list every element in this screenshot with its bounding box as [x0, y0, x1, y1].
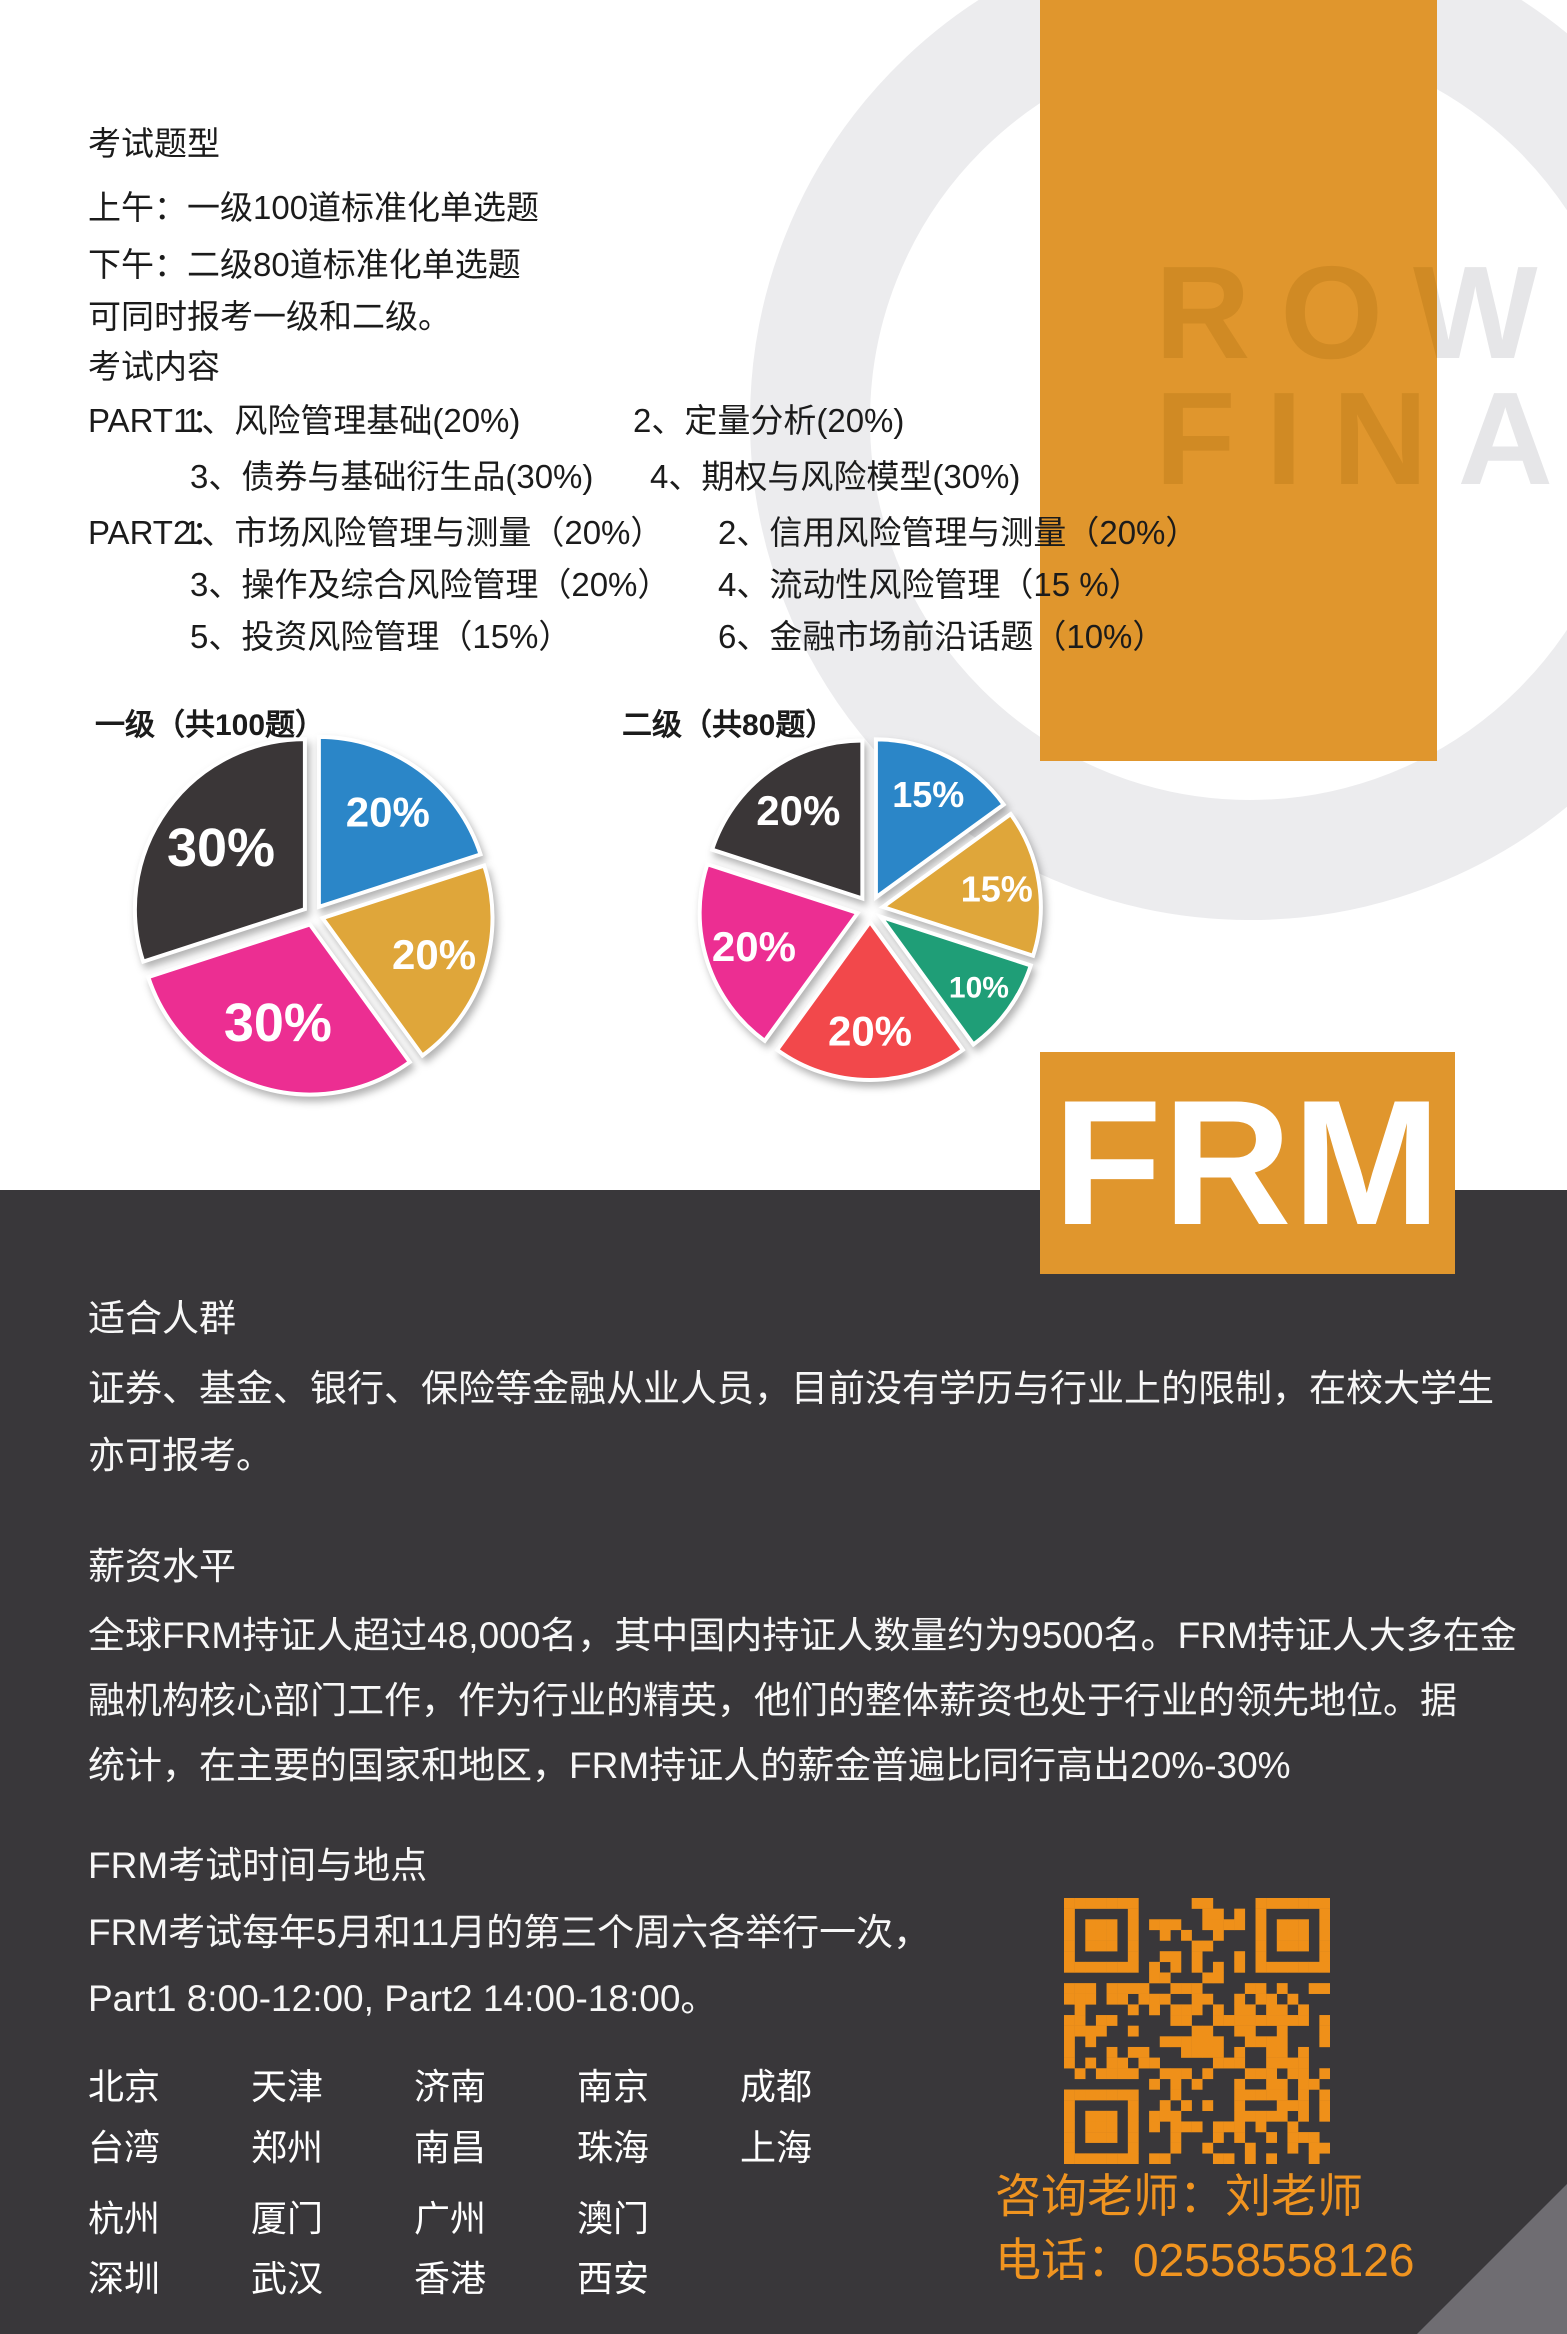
- city: 济南: [414, 2066, 487, 2107]
- syllabus-heading: 考试内容: [88, 348, 220, 385]
- watermark-line2: FINA: [1155, 365, 1437, 512]
- audience-line: 亦可报考。: [88, 1435, 273, 1476]
- syllabus-topic: 3、债券与基础衍生品(30%): [190, 458, 594, 495]
- syllabus-part1-label: PART1：: [88, 402, 225, 439]
- syllabus-topic: 5、投资风险管理（15%）: [190, 618, 572, 655]
- watermark-line1: ROW: [1155, 239, 1437, 386]
- salary-line: 全球FRM持证人超过48,000名，其中国内持证人数量约为9500名。FRM持证…: [88, 1615, 1517, 1656]
- syllabus-topic: 1、风险管理基础(20%): [183, 402, 521, 439]
- city: 武汉: [251, 2258, 324, 2299]
- svg-text:15%: 15%: [892, 774, 964, 815]
- syllabus-topic: 3、操作及综合风险管理（20%）: [190, 566, 671, 603]
- city: 广州: [414, 2198, 487, 2239]
- corner-decoration: [1417, 2184, 1567, 2334]
- frm-logo-text: FRM: [1053, 1063, 1442, 1262]
- svg-text:15%: 15%: [961, 868, 1033, 909]
- exam-format-line-morning: 上午：一级100道标准化单选题: [88, 189, 540, 226]
- city: 澳门: [577, 2198, 650, 2239]
- city: 珠海: [577, 2127, 650, 2168]
- salary-heading: 薪资水平: [88, 1546, 236, 1587]
- decorative-ring: [750, 0, 1567, 920]
- svg-text:20%: 20%: [828, 1008, 912, 1055]
- salary-line: 统计，在主要的国家和地区，FRM持证人的薪金普遍比同行高出20%-30%: [88, 1745, 1291, 1786]
- pie1-title: 一级（共100题）: [95, 709, 326, 742]
- city: 厦门: [251, 2198, 324, 2239]
- city: 北京: [88, 2066, 161, 2107]
- city-row-2: 台湾 郑州 南昌 珠海 上海: [88, 2119, 903, 2171]
- city: 成都: [740, 2066, 813, 2107]
- pie-chart-level2: 15% 15% 10% 20% 20% 20%: [697, 737, 1043, 1082]
- exam-format-heading: 考试题型: [88, 125, 220, 162]
- contact-phone: 电话：02558558126: [995, 2234, 1415, 2286]
- city: 上海: [740, 2127, 813, 2168]
- schedule-line: FRM考试每年5月和11月的第三个周六各举行一次，: [88, 1912, 931, 1953]
- svg-text:30%: 30%: [167, 818, 275, 878]
- city-row-4: 深圳 武汉 香港 西安: [88, 2250, 740, 2302]
- city: 南京: [577, 2066, 650, 2107]
- city: 西安: [577, 2258, 650, 2299]
- city: 南昌: [414, 2127, 487, 2168]
- svg-text:10%: 10%: [949, 972, 1009, 1005]
- svg-text:20%: 20%: [346, 789, 430, 836]
- syllabus-topic: 2、定量分析(20%): [633, 402, 905, 439]
- salary-line: 融机构核心部门工作，作为行业的精英，他们的整体薪资也处于行业的领先地位。据: [88, 1680, 1457, 1721]
- syllabus-topic: 1、市场风险管理与测量（20%）: [183, 514, 664, 551]
- city: 台湾: [88, 2127, 161, 2168]
- svg-text:20%: 20%: [756, 787, 840, 834]
- audience-heading: 适合人群: [88, 1298, 236, 1339]
- syllabus-topic: 4、流动性风险管理（15 %）: [718, 566, 1142, 603]
- dark-section: [0, 1190, 1567, 2334]
- pie-chart-level1: 20% 20% 30% 30%: [132, 734, 495, 1097]
- schedule-heading: FRM考试时间与地点: [88, 1845, 428, 1886]
- brand-watermark-orange: ROW FINA: [1155, 239, 1437, 512]
- exam-format-line-afternoon: 下午：二级80道标准化单选题: [88, 246, 521, 283]
- city: 香港: [414, 2258, 487, 2299]
- city: 深圳: [88, 2258, 161, 2299]
- city: 天津: [251, 2066, 324, 2107]
- svg-text:20%: 20%: [712, 923, 796, 970]
- syllabus-topic: 4、期权与风险模型(30%): [650, 458, 1021, 495]
- svg-text:20%: 20%: [392, 931, 476, 978]
- city-row-1: 北京 天津 济南 南京 成都: [88, 2058, 903, 2110]
- schedule-line: Part1 8:00-12:00, Part2 14:00-18:00。: [88, 1978, 718, 2019]
- city-row-3: 杭州 厦门 广州 澳门: [88, 2190, 740, 2242]
- syllabus-topic: 6、金融市场前沿话题（10%）: [718, 618, 1166, 655]
- frm-logo-block: FRM: [1040, 1052, 1455, 1274]
- svg-text:30%: 30%: [224, 993, 332, 1053]
- contact-teacher: 咨询老师：刘老师: [995, 2170, 1363, 2222]
- qr-code: [1064, 1898, 1331, 2165]
- city: 郑州: [251, 2127, 324, 2168]
- brand-orange-panel: ROW FINA: [1040, 0, 1437, 761]
- pie2-title: 二级（共80题）: [622, 709, 836, 742]
- syllabus-part2-label: PART2：: [88, 514, 225, 551]
- syllabus-topic: 2、信用风险管理与测量（20%）: [718, 514, 1199, 551]
- exam-format-line-both: 可同时报考一级和二级。: [88, 298, 451, 335]
- audience-line: 证券、基金、银行、保险等金融从业人员，目前没有学历与行业上的限制，在校大学生: [88, 1368, 1494, 1409]
- city: 杭州: [88, 2198, 161, 2239]
